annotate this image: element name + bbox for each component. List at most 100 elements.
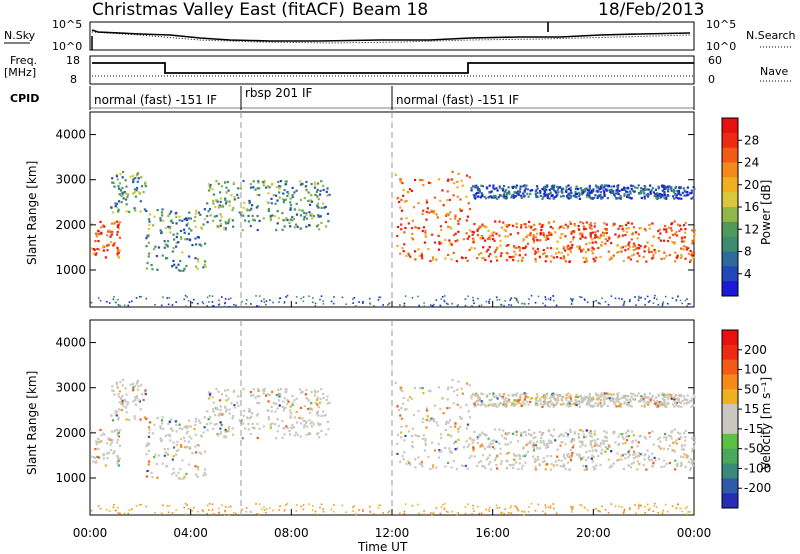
velocity-point [488, 508, 490, 511]
velocity-point [639, 398, 642, 401]
power-point [181, 219, 184, 222]
velocity-point [171, 429, 174, 432]
velocity-point [320, 388, 323, 391]
velocity-point [115, 383, 118, 386]
power-point [654, 251, 657, 254]
velocity-point [587, 397, 591, 400]
velocity-point [405, 425, 408, 428]
power-point [269, 215, 272, 218]
power-point [194, 257, 197, 260]
velocity-point [623, 511, 625, 514]
velocity-point [512, 404, 516, 407]
power-point [533, 252, 537, 256]
power-point [487, 229, 490, 232]
velocity-point [436, 424, 439, 427]
velocity-point [204, 473, 207, 476]
power-point [642, 188, 645, 191]
velocity-point [676, 431, 680, 434]
velocity-point [625, 431, 628, 435]
power-point [421, 229, 424, 233]
power-point [279, 185, 282, 188]
power-point [661, 194, 664, 197]
velocity-point [690, 461, 693, 464]
power-point [536, 247, 539, 251]
velocity-point [520, 404, 523, 408]
velocity-point [542, 510, 544, 513]
power-point [289, 201, 292, 204]
velocity-point [317, 432, 320, 435]
velocity-point [153, 455, 156, 459]
velocity-point [564, 468, 567, 471]
power-point [542, 302, 544, 305]
velocity-point [590, 405, 593, 408]
velocity-point [629, 398, 632, 401]
power-point [482, 246, 485, 249]
power-point [625, 195, 629, 199]
velocity-point [612, 393, 616, 396]
velocity-point [640, 504, 642, 507]
power-point [614, 297, 617, 300]
power-point [502, 221, 505, 224]
velocity-point [145, 417, 148, 420]
power-point [651, 222, 654, 225]
velocity-point [312, 505, 314, 507]
power-point [690, 191, 693, 195]
power-point [249, 209, 252, 212]
power-point [532, 247, 535, 250]
velocity-point [609, 398, 612, 401]
power-point [647, 301, 650, 303]
power-point [675, 234, 679, 237]
power-point [292, 218, 296, 221]
power-point [526, 192, 529, 195]
power-point [480, 252, 483, 255]
velocity-point [550, 462, 553, 466]
power-point [582, 248, 585, 251]
velocity-point [585, 403, 589, 406]
velocity-point [683, 444, 686, 447]
velocity-point [650, 458, 653, 461]
power-point [447, 303, 449, 305]
power-point [580, 191, 583, 194]
velocity-point [594, 439, 597, 442]
velocity-point [159, 427, 162, 430]
velocity-point [640, 399, 643, 403]
velocity-point [487, 437, 490, 440]
power-point [317, 214, 320, 217]
x-tick-label: 00:00 [73, 526, 108, 540]
power-point [489, 195, 492, 198]
velocity-point [647, 509, 650, 511]
power-point [276, 210, 279, 213]
power-point [601, 231, 604, 234]
power-point [627, 195, 630, 198]
power-point [118, 182, 121, 185]
power-point [574, 187, 577, 190]
power-point [99, 220, 102, 224]
velocity-point [279, 393, 282, 396]
velocity-point [465, 403, 468, 406]
velocity-point [175, 509, 178, 511]
colorbar-swatch [722, 344, 738, 361]
velocity-point [423, 449, 427, 452]
power-point [214, 205, 217, 209]
power-point [281, 228, 284, 231]
power-point [555, 191, 558, 194]
power-point [496, 259, 499, 262]
power-point [135, 297, 138, 299]
power-point [411, 236, 414, 240]
velocity-point [677, 399, 681, 402]
velocity-point [420, 460, 423, 463]
velocity-point [118, 429, 122, 432]
y-tick-label: 3000 [55, 173, 86, 187]
velocity-point [135, 395, 139, 398]
velocity-point [209, 422, 212, 425]
velocity-point [252, 388, 255, 391]
velocity-point [504, 437, 508, 441]
colorbar-swatch [722, 419, 738, 435]
velocity-point [544, 512, 547, 515]
power-point [265, 186, 268, 189]
velocity-point [642, 463, 645, 467]
power-point [266, 185, 270, 188]
power-point [675, 196, 678, 199]
power-point [491, 231, 494, 234]
power-point [620, 250, 623, 253]
